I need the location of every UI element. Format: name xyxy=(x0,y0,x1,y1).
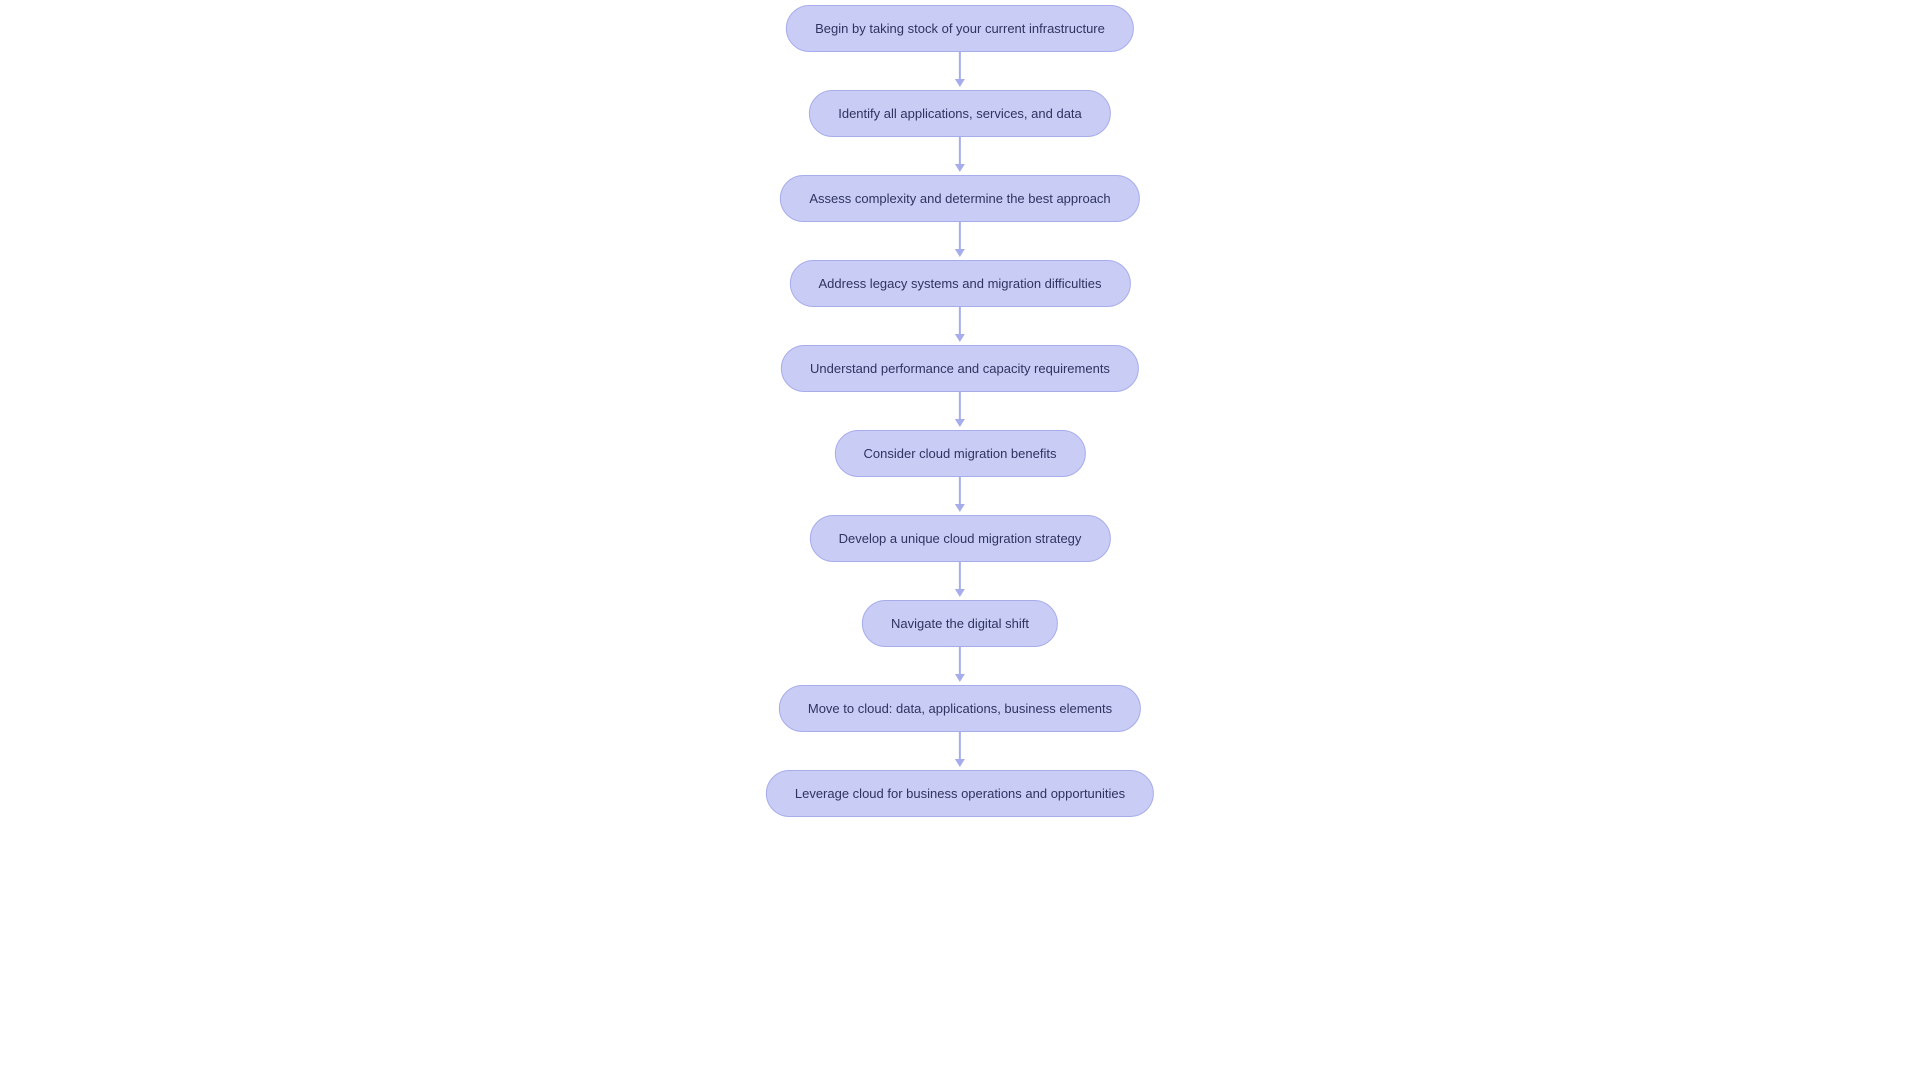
arrow-head-icon xyxy=(955,419,965,427)
flow-arrow-8 xyxy=(955,647,965,685)
arrow-head-icon xyxy=(955,334,965,342)
flow-node-7: Develop a unique cloud migration strateg… xyxy=(810,515,1111,562)
flow-node-2: Identify all applications, services, and… xyxy=(809,90,1111,137)
flow-arrow-5 xyxy=(955,392,965,430)
arrow-line xyxy=(959,647,961,675)
flow-node-4: Address legacy systems and migration dif… xyxy=(790,260,1131,307)
arrow-head-icon xyxy=(955,759,965,767)
flow-arrow-4 xyxy=(955,307,965,345)
arrow-line xyxy=(959,477,961,505)
flow-arrow-2 xyxy=(955,137,965,175)
arrow-line xyxy=(959,222,961,250)
flow-node-9: Move to cloud: data, applications, busin… xyxy=(779,685,1141,732)
arrow-head-icon xyxy=(955,249,965,257)
arrow-line xyxy=(959,732,961,760)
arrow-line xyxy=(959,562,961,590)
arrow-line xyxy=(959,392,961,420)
flow-node-6: Consider cloud migration benefits xyxy=(835,430,1086,477)
arrow-line xyxy=(959,52,961,80)
flow-arrow-3 xyxy=(955,222,965,260)
flow-node-1: Begin by taking stock of your current in… xyxy=(786,5,1134,52)
flow-arrow-1 xyxy=(955,52,965,90)
flow-node-5: Understand performance and capacity requ… xyxy=(781,345,1139,392)
flow-arrow-6 xyxy=(955,477,965,515)
flowchart-container: Begin by taking stock of your current in… xyxy=(766,5,1154,817)
arrow-head-icon xyxy=(955,504,965,512)
flow-node-8: Navigate the digital shift xyxy=(862,600,1058,647)
arrow-line xyxy=(959,137,961,165)
flow-node-3: Assess complexity and determine the best… xyxy=(780,175,1139,222)
flow-arrow-7 xyxy=(955,562,965,600)
arrow-line xyxy=(959,307,961,335)
flow-node-10: Leverage cloud for business operations a… xyxy=(766,770,1154,817)
arrow-head-icon xyxy=(955,674,965,682)
arrow-head-icon xyxy=(955,589,965,597)
arrow-head-icon xyxy=(955,164,965,172)
flow-arrow-9 xyxy=(955,732,965,770)
arrow-head-icon xyxy=(955,79,965,87)
